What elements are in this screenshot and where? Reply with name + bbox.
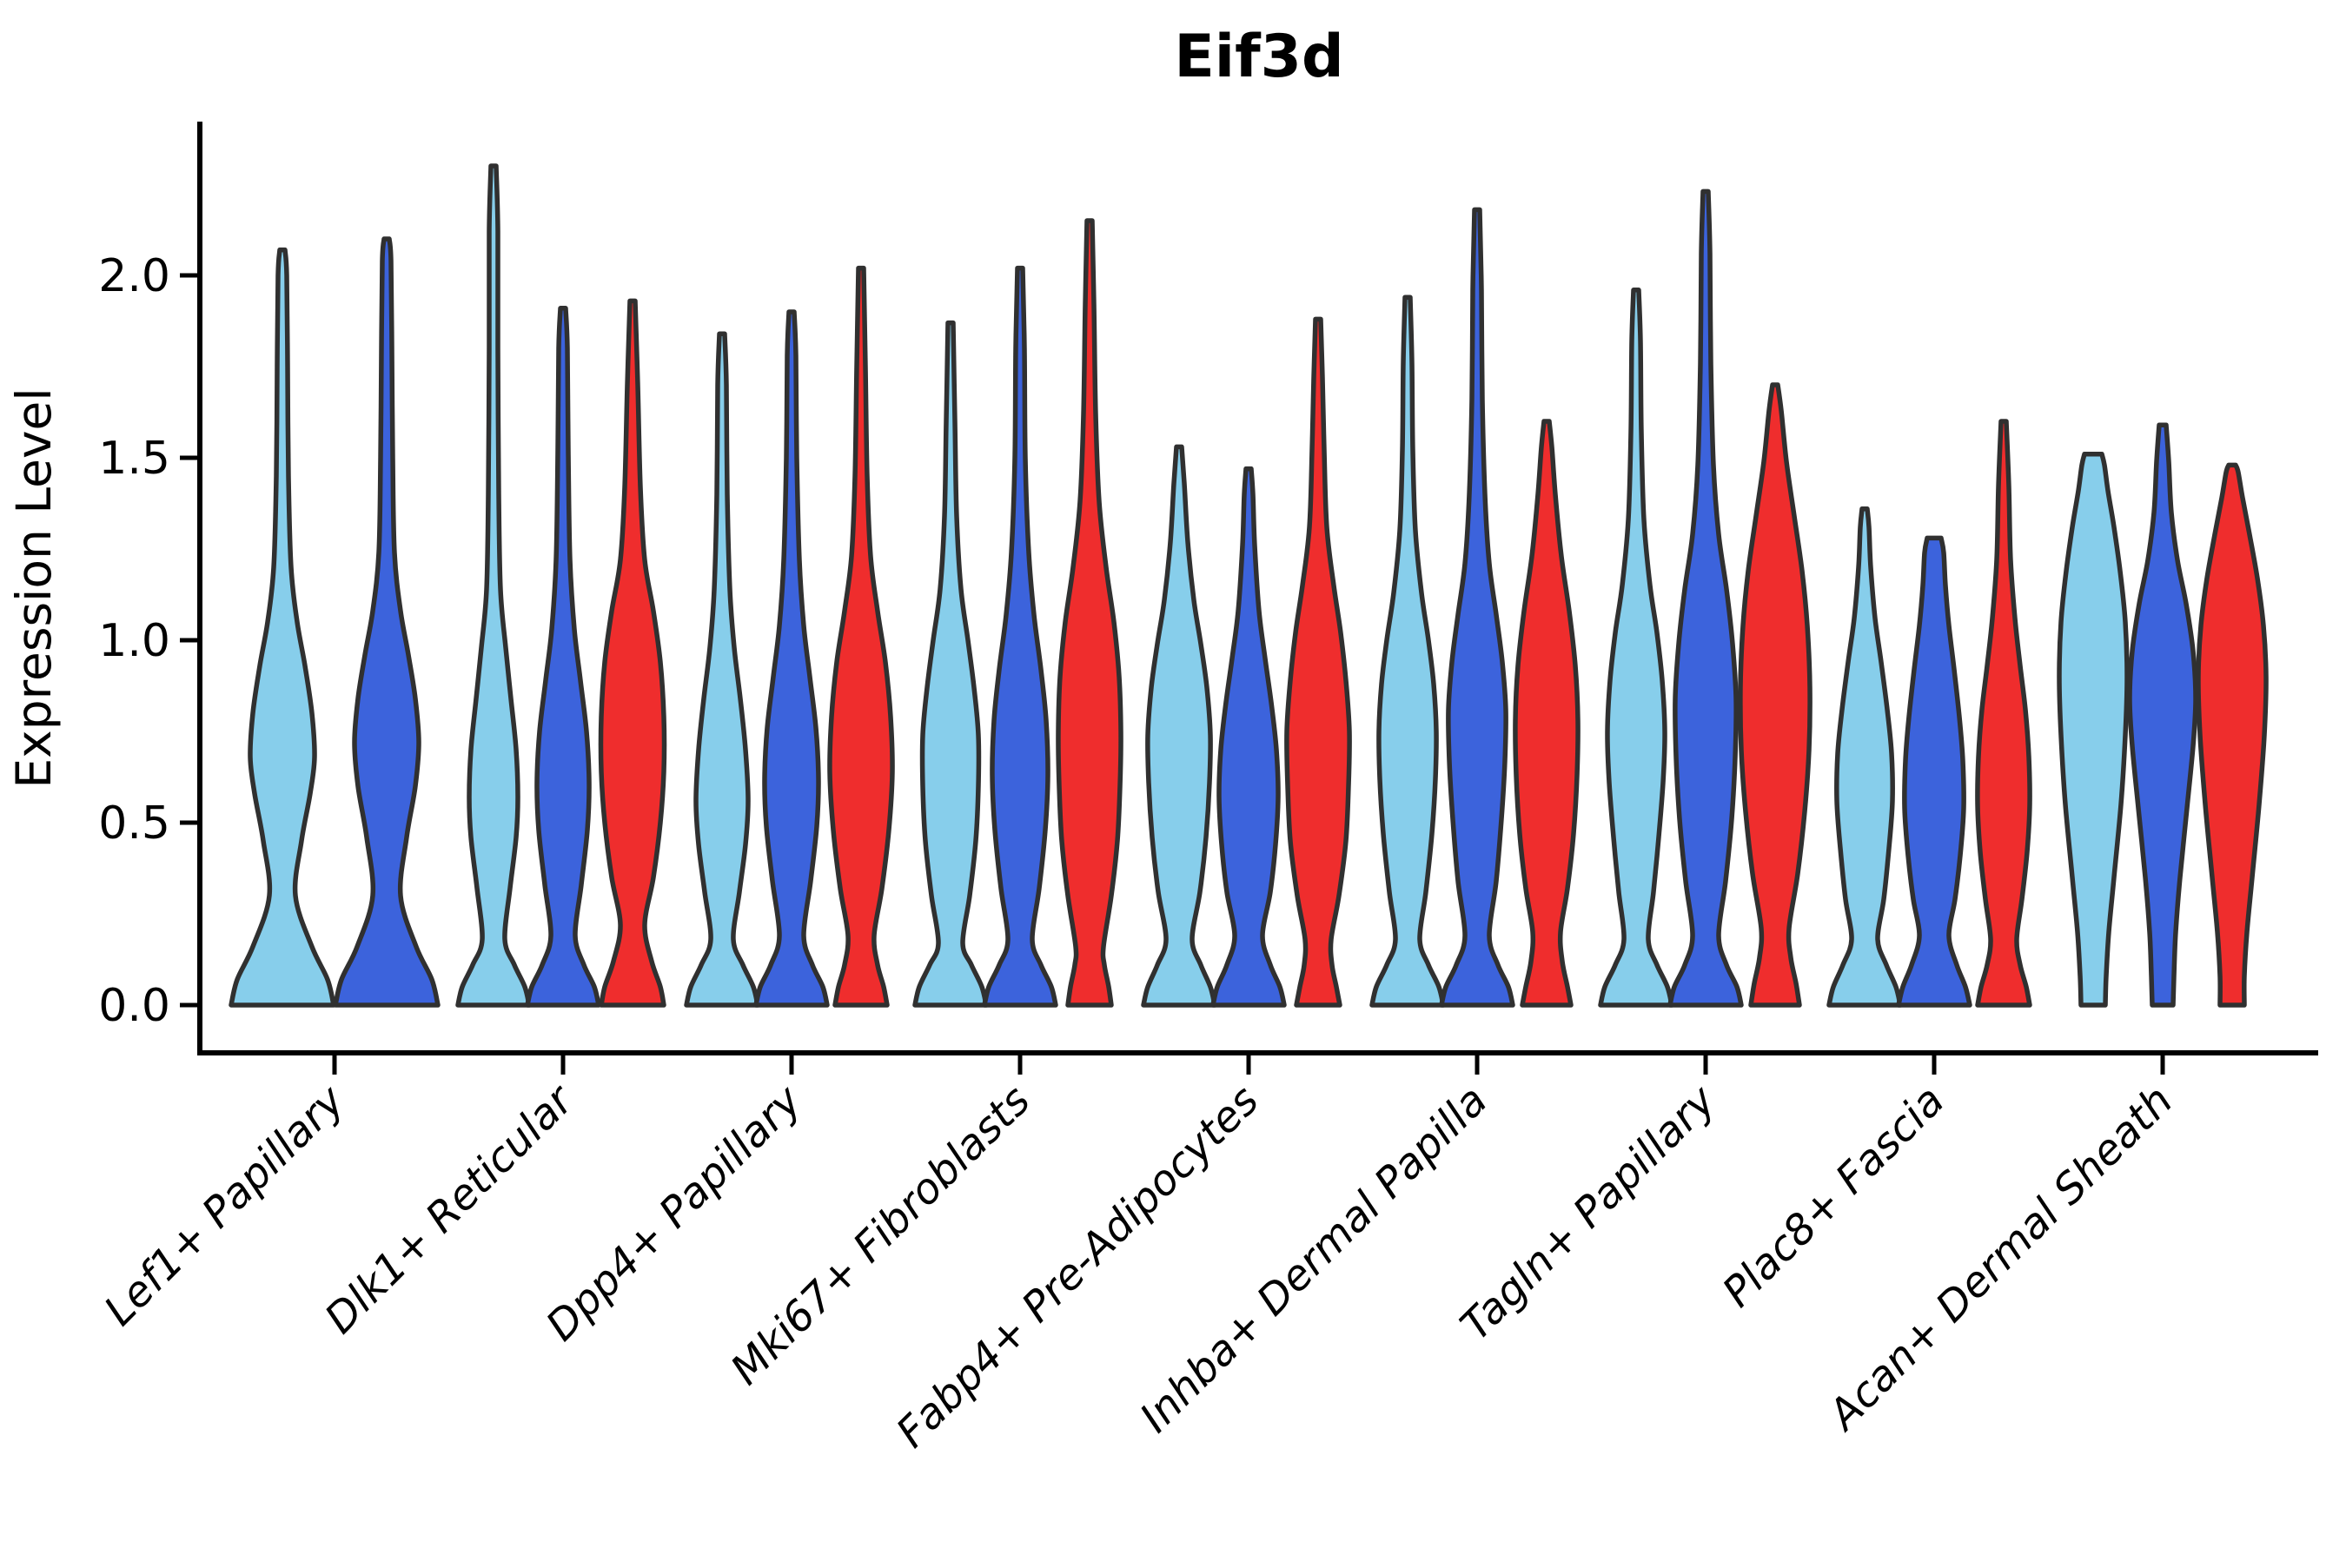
- violin-Lef1+ Papillary-light_blue: [229, 247, 336, 1008]
- x-axis-category-label: Tagln+ Papillary: [1451, 1075, 1726, 1350]
- violin-Fabp4+ Pre-Adipocytes-blue: [1210, 466, 1287, 1008]
- violin-Fabp4+ Pre-Adipocytes-red: [1284, 316, 1352, 1008]
- violin-Tagln+ Papillary-light_blue: [1598, 288, 1674, 1008]
- violin-Dlk1+ Reticular-red: [598, 298, 667, 1008]
- y-axis: 0.0 0.5 1.0 1.5 2.0: [98, 122, 202, 1055]
- violins-layer: [229, 163, 2269, 1008]
- violin-Tagln+ Papillary-blue: [1667, 189, 1744, 1008]
- violin-Dpp4+ Papillary-blue: [753, 309, 830, 1008]
- y-tick-label: 2.0: [98, 250, 170, 302]
- violin-Inhba+ Dermal Papilla-red: [1513, 419, 1581, 1008]
- y-tick-label: 1.5: [98, 433, 170, 485]
- violin-Dlk1+ Reticular-light_blue: [455, 163, 532, 1008]
- violin-Mki67+ Fibroblasts-blue: [982, 265, 1058, 1008]
- x-axis-category-label: Plac8+ Fascia: [1713, 1076, 1954, 1317]
- violin-Fabp4+ Pre-Adipocytes-light_blue: [1141, 444, 1217, 1008]
- x-axis-category-label: Dlk1+ Reticular: [315, 1075, 585, 1344]
- violin-Acan+ Dermal Sheath-red: [2196, 462, 2269, 1008]
- violin-Dpp4+ Papillary-light_blue: [684, 331, 760, 1008]
- violin-Acan+ Dermal Sheath-blue: [2127, 422, 2198, 1008]
- chart-title: Eif3d: [1174, 23, 1343, 91]
- violin-Lef1+ Papillary-blue: [333, 236, 441, 1008]
- violin-Acan+ Dermal Sheath-light_blue: [2057, 452, 2130, 1008]
- y-axis-title: Expression Level: [6, 387, 62, 788]
- violin-Plac8+ Fascia-blue: [1896, 535, 1972, 1008]
- violin-Mki67+ Fibroblasts-red: [1056, 218, 1123, 1008]
- violin-Dpp4+ Papillary-red: [827, 265, 895, 1008]
- x-axis-category-label: Fabp4+ Pre-Adipocytes: [887, 1076, 1269, 1458]
- y-tick-label: 1.0: [98, 615, 170, 667]
- x-axis-category-label: Lef1+ Papillary: [95, 1075, 355, 1335]
- x-axis-category-label: Dpp4+ Papillary: [537, 1075, 812, 1350]
- y-tick-label: 0.0: [98, 980, 170, 1032]
- y-tick-label: 0.5: [98, 797, 170, 850]
- violin-Dlk1+ Reticular-blue: [525, 306, 601, 1008]
- violin-Mki67+ Fibroblasts-light_blue: [912, 320, 989, 1008]
- violin-Tagln+ Papillary-red: [1738, 382, 1813, 1008]
- violin-Inhba+ Dermal Papilla-blue: [1439, 207, 1515, 1008]
- violin-Plac8+ Fascia-red: [1975, 419, 2032, 1008]
- violin-Inhba+ Dermal Papilla-light_blue: [1369, 294, 1446, 1008]
- violin-Plac8+ Fascia-light_blue: [1826, 506, 1903, 1008]
